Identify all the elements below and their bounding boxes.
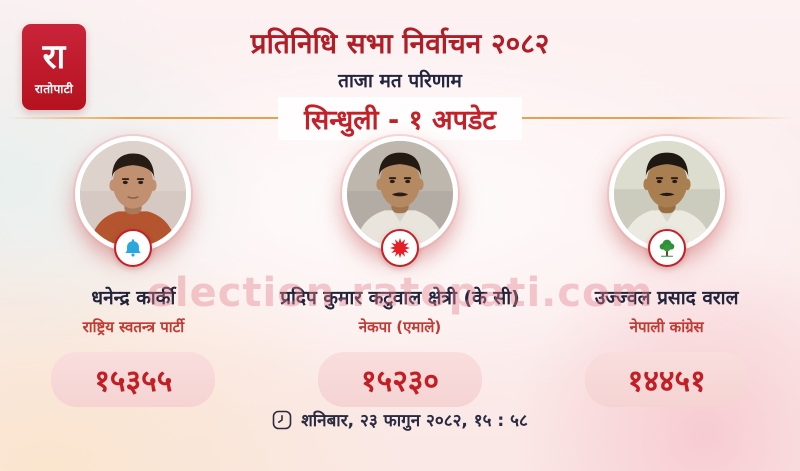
candidate-name: धनेन्द्र कार्की <box>91 287 176 309</box>
candidate-card: उज्ज्वल प्रसाद वराल नेपाली कांग्रेस १४४५… <box>533 136 800 407</box>
clock-icon <box>272 410 292 429</box>
vote-count-pill: १५३५५ <box>51 352 216 407</box>
party-symbol-badge <box>114 229 153 267</box>
vote-count-pill: १४४५१ <box>584 352 749 407</box>
candidate-party: नेपाली कांग्रेस <box>629 318 704 336</box>
update-timestamp: शनिबार, २३ फागुन २०८२, १५ : ५८ <box>301 411 528 431</box>
candidate-card: प्रदिप कुमार कटुवाल क्षेत्री (के सी) नेक… <box>267 136 534 407</box>
divider-line-left <box>6 117 278 119</box>
divider-line-right <box>522 117 794 119</box>
candidate-photo-wrap <box>75 136 192 267</box>
candidates-row: धनेन्द्र कार्की राष्ट्रिय स्वतन्त्र पार्… <box>0 136 800 407</box>
candidate-photo-wrap <box>342 136 458 267</box>
candidate-photo <box>342 136 458 252</box>
sun-icon <box>389 237 411 259</box>
candidate-party: नेकपा (एमाले) <box>358 318 442 336</box>
candidate-avatar <box>613 141 720 247</box>
candidate-photo-wrap <box>608 136 725 267</box>
bell-icon <box>125 239 141 257</box>
candidate-card: धनेन्द्र कार्की राष्ट्रिय स्वतन्त्र पार्… <box>0 136 267 407</box>
candidate-name: उज्ज्वल प्रसाद वराल <box>594 287 739 309</box>
constituency-row: सिन्धुली - १ अपडेट <box>0 96 800 140</box>
logo-initial: रा <box>42 36 66 77</box>
party-symbol-badge <box>381 229 419 267</box>
constituency-title: सिन्धुली - १ अपडेट <box>277 96 523 140</box>
candidate-photo <box>608 136 725 252</box>
candidate-party: राष्ट्रिय स्वतन्त्र पार्टी <box>82 318 185 336</box>
candidate-name: प्रदिप कुमार कटुवाल क्षेत्री (के सी) <box>280 287 520 309</box>
tree-icon <box>659 239 675 257</box>
party-symbol-badge <box>647 229 686 267</box>
ratopati-logo: रा रातोपाटी <box>22 24 86 110</box>
update-time-row: शनिबार, २३ फागुन २०८२, १५ : ५८ <box>0 408 800 431</box>
page-title: प्रतिनिधि सभा निर्वाचन २०८२ <box>250 27 550 60</box>
page-subtitle: ताजा मत परिणाम <box>338 70 462 93</box>
header: प्रतिनिधि सभा निर्वाचन २०८२ ताजा मत परिण… <box>0 27 800 93</box>
vote-count-pill: १५२३० <box>318 352 482 407</box>
logo-text: रातोपाटी <box>34 81 74 96</box>
